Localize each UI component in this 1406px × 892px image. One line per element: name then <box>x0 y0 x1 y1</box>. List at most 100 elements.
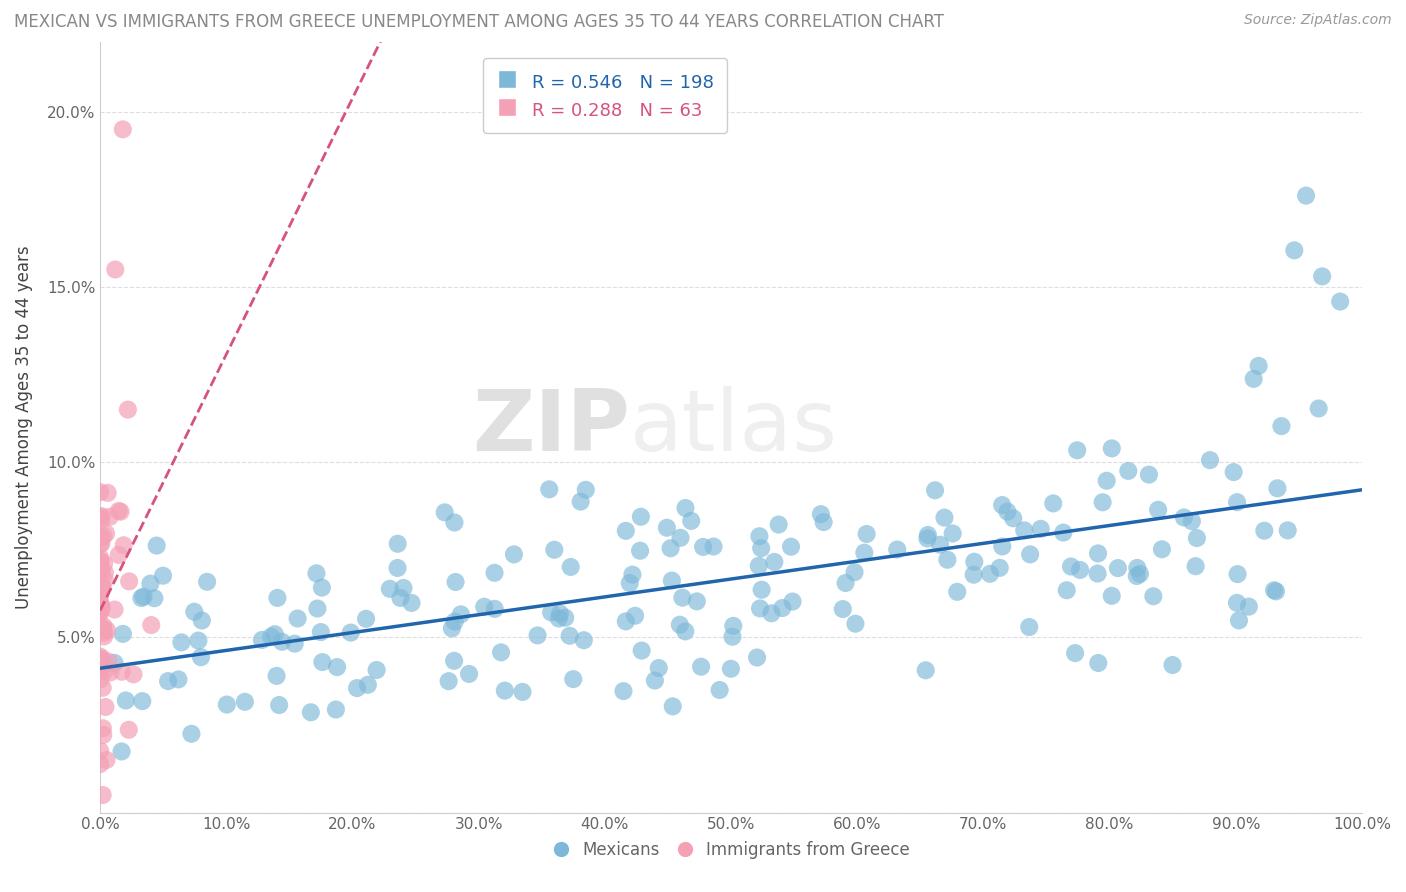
Point <box>503 548 526 562</box>
Point <box>437 674 460 689</box>
Point <box>357 678 380 692</box>
Point <box>1222 465 1244 479</box>
Point <box>89 598 111 612</box>
Point <box>97 486 120 500</box>
Point <box>117 402 139 417</box>
Point <box>122 667 145 681</box>
Point <box>90 551 112 566</box>
Point <box>284 637 307 651</box>
Point <box>340 625 363 640</box>
Point <box>929 538 952 552</box>
Point <box>1087 566 1109 581</box>
Point <box>152 568 174 582</box>
Point <box>111 665 134 679</box>
Point <box>90 509 112 524</box>
Point <box>614 524 637 538</box>
Point <box>723 619 745 633</box>
Point <box>89 485 111 500</box>
Point <box>187 633 209 648</box>
Point <box>94 566 117 580</box>
Point <box>118 723 141 737</box>
Point <box>1107 561 1129 575</box>
Text: MEXICAN VS IMMIGRANTS FROM GREECE UNEMPLOYMENT AMONG AGES 35 TO 44 YEARS CORRELA: MEXICAN VS IMMIGRANTS FROM GREECE UNEMPL… <box>14 13 943 31</box>
Point <box>190 650 212 665</box>
Point <box>104 262 127 277</box>
Point <box>1129 566 1152 581</box>
Point <box>749 541 772 556</box>
Point <box>98 509 121 524</box>
Point <box>745 650 768 665</box>
Point <box>1226 596 1249 610</box>
Point <box>94 700 117 714</box>
Point <box>89 510 111 524</box>
Point <box>93 623 115 637</box>
Point <box>90 662 112 676</box>
Point <box>443 654 465 668</box>
Point <box>569 494 592 508</box>
Point <box>89 656 111 670</box>
Point <box>1087 546 1109 560</box>
Point <box>749 601 772 615</box>
Point <box>991 540 1014 554</box>
Point <box>89 530 111 544</box>
Point <box>260 630 283 644</box>
Point <box>1042 496 1064 510</box>
Point <box>512 685 534 699</box>
Point <box>90 652 112 666</box>
Point <box>440 621 463 635</box>
Point <box>1308 401 1330 416</box>
Point <box>721 630 744 644</box>
Point <box>886 542 908 557</box>
Point <box>145 539 167 553</box>
Point <box>748 558 770 573</box>
Point <box>619 576 641 591</box>
Point <box>91 728 114 742</box>
Point <box>671 591 693 605</box>
Point <box>110 505 132 519</box>
Point <box>89 557 111 571</box>
Point <box>233 695 256 709</box>
Point <box>1270 419 1292 434</box>
Point <box>484 602 506 616</box>
Point <box>997 505 1019 519</box>
Point <box>917 532 939 546</box>
Point <box>1173 510 1195 524</box>
Point <box>1101 589 1123 603</box>
Point <box>309 625 332 640</box>
Point <box>844 616 866 631</box>
Point <box>91 681 114 695</box>
Point <box>450 607 472 622</box>
Point <box>748 529 770 543</box>
Point <box>644 673 666 688</box>
Point <box>614 615 637 629</box>
Point <box>96 624 118 638</box>
Point <box>287 611 309 625</box>
Point <box>612 684 634 698</box>
Point <box>1087 656 1109 670</box>
Point <box>93 664 115 678</box>
Point <box>111 627 134 641</box>
Point <box>325 702 347 716</box>
Point <box>443 516 465 530</box>
Point <box>90 598 112 612</box>
Point <box>389 591 412 605</box>
Point <box>93 529 115 543</box>
Point <box>90 672 112 686</box>
Point <box>326 660 349 674</box>
Point <box>1181 514 1204 528</box>
Point <box>89 588 111 602</box>
Point <box>1199 453 1222 467</box>
Point <box>180 727 202 741</box>
Point <box>354 612 377 626</box>
Legend: Mexicans, Immigrants from Greece: Mexicans, Immigrants from Greece <box>546 835 917 866</box>
Point <box>264 627 287 641</box>
Point <box>489 645 512 659</box>
Point <box>1184 559 1206 574</box>
Point <box>661 699 683 714</box>
Point <box>299 706 322 720</box>
Point <box>630 643 652 657</box>
Point <box>1029 522 1052 536</box>
Point <box>90 600 112 615</box>
Point <box>1185 531 1208 545</box>
Point <box>1226 495 1249 509</box>
